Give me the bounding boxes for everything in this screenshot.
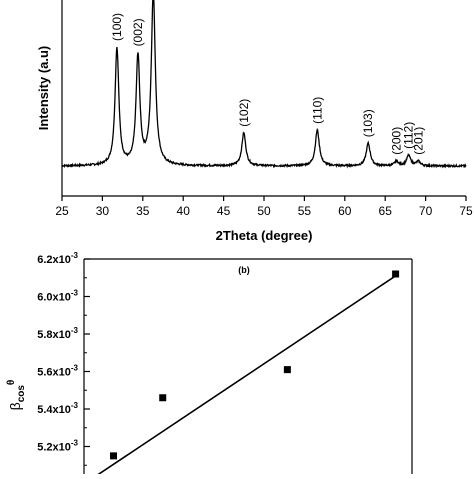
xrd-peak-label: (112) xyxy=(402,122,416,149)
xrd-x-axis-title: 2Theta (degree) xyxy=(216,228,313,243)
svg-text:βcosθ: βcosθ xyxy=(6,380,27,411)
wh-y-tick-label: 5.8x10-3 xyxy=(37,326,78,341)
wh-panel: 6.2x10-3 6.0x10-3 5.8x10-3 5.6x10-3 5.4x10-3… xyxy=(6,251,413,479)
wh-y-tick-label: 5.2x10-3 xyxy=(37,439,78,454)
wh-data-point xyxy=(159,394,167,402)
xrd-y-axis-title: Intensity (a.u) xyxy=(36,46,51,131)
xrd-x-tick-label: 40 xyxy=(177,204,191,218)
wh-y-axis-title-sub: cos xyxy=(16,385,27,403)
wh-data-point xyxy=(110,452,118,460)
wh-data-point xyxy=(283,366,291,374)
xrd-peak-label: (100) xyxy=(110,13,124,41)
wh-data-point xyxy=(392,270,400,278)
wh-y-axis-title-sup: θ xyxy=(6,380,17,385)
xrd-peak-label: (201) xyxy=(411,127,425,155)
wh-y-tick-label: 5.6x10-3 xyxy=(37,364,78,379)
xrd-x-tick-label: 70 xyxy=(419,204,433,218)
xrd-x-tick-label: 25 xyxy=(55,204,69,218)
wh-linear-fit-line xyxy=(90,275,397,479)
wh-y-tick-label: 5.4x10-3 xyxy=(37,401,78,416)
xrd-peak-label: (002) xyxy=(131,18,145,46)
xrd-x-tick-label: 45 xyxy=(217,204,231,218)
xrd-peak-label: (200) xyxy=(390,127,404,155)
xrd-x-tick-label: 75 xyxy=(459,204,473,218)
xrd-peak-label: (103) xyxy=(361,109,375,137)
wh-y-tick-label: 6.2x10-3 xyxy=(37,251,78,266)
xrd-panel: 25 30 35 40 45 50 55 60 65 70 75 (100) (002) (102) (1… xyxy=(36,0,473,243)
xrd-x-tick-label: 65 xyxy=(379,204,393,218)
xrd-x-tick-label: 55 xyxy=(298,204,312,218)
xrd-x-tick-label: 50 xyxy=(257,204,271,218)
wh-y-axis-title: βcosθ xyxy=(6,380,27,411)
wh-panel-annotation: (b) xyxy=(238,265,250,275)
xrd-x-tick-label: 35 xyxy=(136,204,150,218)
wh-y-axis-title-base: β xyxy=(7,402,23,410)
xrd-pattern-line xyxy=(61,0,467,169)
xrd-x-tick-label: 30 xyxy=(96,204,110,218)
xrd-peak-label: (110) xyxy=(310,97,324,124)
xrd-peak-label: (102) xyxy=(237,99,251,127)
wh-y-tick-label: 6.0x10-3 xyxy=(37,289,78,304)
xrd-x-tick-label: 60 xyxy=(338,204,352,218)
